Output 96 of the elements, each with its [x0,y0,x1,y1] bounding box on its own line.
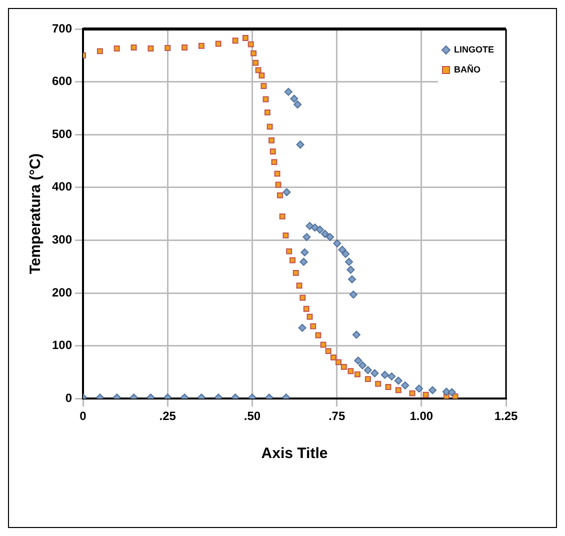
point [114,46,120,52]
point [284,88,292,96]
point [306,222,314,230]
point [358,361,367,370]
point [344,258,353,266]
y-tick-label: 400 [52,180,72,194]
point [266,124,273,130]
point [375,380,382,387]
point [252,60,259,66]
point [338,246,346,254]
point [296,140,304,149]
x-tick-label: .25 [159,409,176,424]
point [409,390,416,396]
point [415,384,424,393]
x-tick-label: .75 [328,409,346,424]
point [364,366,372,374]
x-tick-label: 0 [80,409,87,424]
y-tick-label: 600 [52,74,72,88]
point [300,258,308,266]
point [354,356,362,365]
y-tick-label: 700 [52,21,72,36]
point [148,46,154,52]
point [428,386,437,394]
point [255,67,262,74]
point [164,45,171,51]
point [316,226,324,234]
y-axis-title: Temperatura (°C) [27,153,44,274]
point [325,348,332,354]
point [262,96,269,102]
point [385,384,392,390]
point [422,392,429,398]
point [448,388,456,396]
point [258,72,265,78]
point [290,94,298,103]
point [333,239,342,248]
point [290,257,296,264]
point [300,248,309,256]
legend-label: BAÑO [454,63,480,74]
y-tick-label: 0 [65,390,72,405]
point [282,232,289,238]
point [401,381,410,390]
point [354,371,360,378]
point [274,170,280,177]
point [264,109,270,116]
point [395,387,402,394]
point [352,330,360,339]
point [242,35,248,41]
point [260,83,267,89]
point [232,38,238,44]
point [342,250,350,258]
point [326,233,334,242]
point [330,354,336,360]
point [130,44,137,50]
point [320,230,329,238]
point [298,324,306,332]
point [302,233,311,242]
point [286,248,292,254]
point [294,100,302,109]
y-tick-label: 500 [52,126,72,141]
point [248,41,254,48]
x-tick-label: .50 [244,409,261,424]
point [349,290,358,299]
x-axis-title: Axis Title [261,445,328,462]
point [348,275,356,284]
point [296,282,302,289]
y-tick-label: 200 [52,285,72,300]
x-tick-label: 1.00 [410,409,434,424]
legend-label: LINGOTE [454,44,494,54]
point [315,332,322,338]
point [268,137,274,144]
point [198,42,204,49]
point [96,48,103,54]
point [271,159,278,166]
point [340,364,347,370]
point [182,44,188,50]
point [276,192,283,198]
point [279,213,286,220]
point [364,376,371,382]
point [394,376,402,385]
point [300,294,306,301]
point [348,368,354,374]
point [370,369,379,378]
point [303,306,310,312]
point [388,372,396,380]
point [292,270,299,276]
point [270,148,276,154]
point [250,50,257,56]
x-tick-label: 1.25 [494,409,518,424]
point [310,323,316,330]
y-tick-label: 300 [52,232,72,247]
point [380,370,389,379]
point [282,188,291,196]
point [336,359,342,366]
y-tick-label: 100 [52,338,72,352]
point [346,266,355,274]
point [215,40,222,47]
